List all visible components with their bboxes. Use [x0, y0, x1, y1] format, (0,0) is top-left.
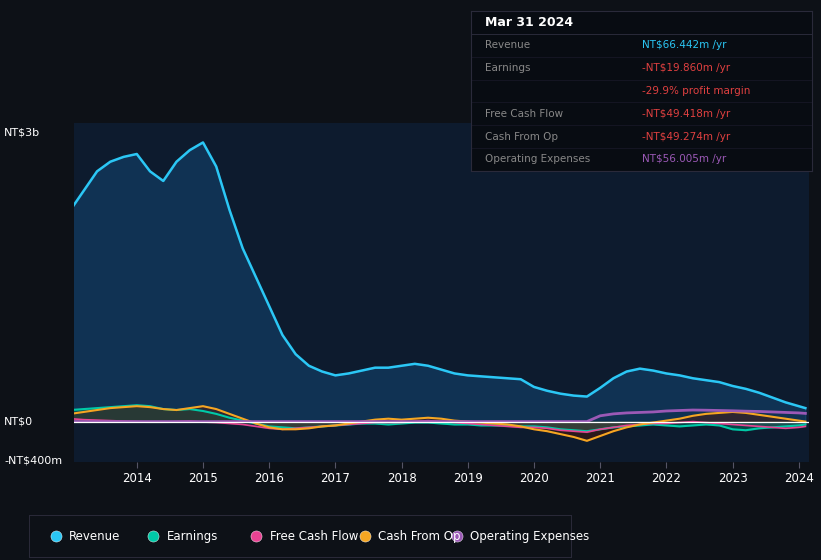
Text: Revenue: Revenue — [485, 40, 530, 50]
Text: -NT$49.274m /yr: -NT$49.274m /yr — [642, 132, 730, 142]
Text: -NT$19.860m /yr: -NT$19.860m /yr — [642, 63, 730, 73]
Text: Earnings: Earnings — [167, 530, 218, 543]
Text: NT$66.442m /yr: NT$66.442m /yr — [642, 40, 726, 50]
Text: Cash From Op: Cash From Op — [485, 132, 558, 142]
Text: Operating Expenses: Operating Expenses — [485, 155, 590, 165]
Text: Cash From Op: Cash From Op — [378, 530, 461, 543]
Text: NT$0: NT$0 — [4, 417, 33, 427]
Text: -29.9% profit margin: -29.9% profit margin — [642, 86, 750, 96]
Text: NT$3b: NT$3b — [4, 128, 40, 138]
Text: Operating Expenses: Operating Expenses — [470, 530, 589, 543]
Text: Free Cash Flow: Free Cash Flow — [270, 530, 358, 543]
Text: Earnings: Earnings — [485, 63, 530, 73]
Text: -NT$49.418m /yr: -NT$49.418m /yr — [642, 109, 730, 119]
Text: -NT$400m: -NT$400m — [4, 455, 62, 465]
Text: Free Cash Flow: Free Cash Flow — [485, 109, 563, 119]
Text: Revenue: Revenue — [69, 530, 121, 543]
Text: Mar 31 2024: Mar 31 2024 — [485, 16, 573, 29]
Text: NT$56.005m /yr: NT$56.005m /yr — [642, 155, 726, 165]
